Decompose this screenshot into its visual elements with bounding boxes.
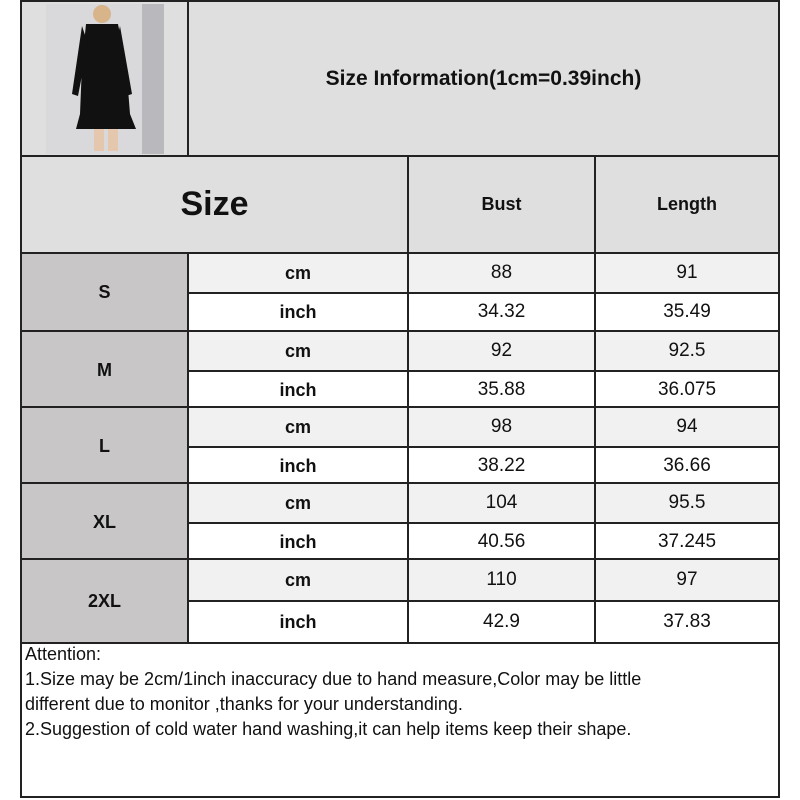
unit-inch-text: inch [279, 455, 317, 476]
unit-cm-text: cm [284, 416, 311, 437]
length-cm: 91 [594, 252, 780, 294]
length-cm-text: 91 [676, 262, 698, 283]
attention-note: Attention: 1.Size may be 2cm/1inch inacc… [20, 640, 780, 798]
unit-inch: inch [187, 370, 409, 410]
length-cm-text: 95.5 [668, 492, 706, 513]
product-image-cell [20, 0, 189, 157]
unit-cm: cm [187, 330, 409, 372]
unit-inch-text: inch [279, 301, 317, 322]
length-cm: 92.5 [594, 330, 780, 372]
bust-cm-text: 98 [490, 416, 513, 437]
length-cm-text: 97 [676, 569, 698, 590]
size-label-m-text: M [97, 359, 112, 380]
length-cm: 97 [594, 558, 780, 602]
bust-cm-text: 104 [485, 492, 518, 513]
size-header: Size [20, 155, 409, 254]
bust-cm-text: 110 [486, 569, 517, 590]
title-text: Size Information(1cm=0.39inch) [325, 66, 642, 90]
size-info-title: Size Information(1cm=0.39inch) [187, 0, 780, 157]
bust-inch: 40.56 [407, 522, 596, 562]
attention-line: 2.Suggestion of cold water hand washing,… [25, 719, 632, 739]
bust-cm: 98 [407, 406, 596, 448]
length-header: Length [594, 155, 780, 254]
unit-cm: cm [187, 558, 409, 602]
bust-cm: 104 [407, 482, 596, 524]
unit-cm-text: cm [284, 569, 311, 590]
length-inch: 36.66 [594, 446, 780, 486]
size-label-m: M [20, 330, 189, 410]
unit-inch: inch [187, 600, 409, 644]
size-label-l-text: L [99, 435, 110, 456]
bust-inch: 42.9 [407, 600, 596, 644]
length-cm-text: 92.5 [668, 340, 706, 361]
length-cm-text: 94 [676, 416, 698, 437]
size-label-l: L [20, 406, 189, 486]
unit-inch-text: inch [279, 379, 317, 400]
length-cm: 94 [594, 406, 780, 448]
size-header-text: Size [180, 185, 249, 223]
size-label-2xl: 2XL [20, 558, 189, 644]
bust-cm-text: 92 [490, 340, 513, 361]
size-label-s-text: S [98, 281, 111, 302]
unit-cm: cm [187, 252, 409, 294]
unit-cm-text: cm [284, 492, 311, 513]
unit-cm-text: cm [284, 340, 311, 361]
length-inch-text: 37.83 [663, 611, 711, 632]
length-inch: 37.245 [594, 522, 780, 562]
length-inch-text: 36.075 [657, 379, 717, 400]
bust-cm: 110 [407, 558, 596, 602]
bust-header: Bust [407, 155, 596, 254]
size-label-xl: XL [20, 482, 189, 562]
bust-inch: 38.22 [407, 446, 596, 486]
length-inch-text: 37.245 [657, 531, 717, 552]
length-inch: 35.49 [594, 292, 780, 332]
bust-inch-text: 38.22 [477, 455, 526, 476]
unit-inch: inch [187, 446, 409, 486]
length-inch: 37.83 [594, 600, 780, 644]
attention-heading: Attention: [25, 644, 102, 664]
size-label-s: S [20, 252, 189, 332]
bust-inch-text: 40.56 [477, 531, 526, 552]
bust-header-text: Bust [481, 194, 522, 214]
length-inch: 36.075 [594, 370, 780, 410]
bust-inch: 34.32 [407, 292, 596, 332]
unit-cm-text: cm [284, 262, 311, 283]
unit-inch: inch [187, 522, 409, 562]
bust-inch: 35.88 [407, 370, 596, 410]
unit-cm: cm [187, 482, 409, 524]
size-label-2xl-text: 2XL [87, 590, 121, 611]
size-label-xl-text: XL [92, 511, 116, 532]
unit-cm: cm [187, 406, 409, 448]
attention-line: different due to monitor ,thanks for you… [25, 694, 463, 714]
unit-inch-text: inch [279, 611, 317, 632]
bust-cm-text: 88 [490, 262, 513, 283]
length-inch-text: 36.66 [663, 455, 711, 476]
bust-inch-text: 42.9 [483, 611, 520, 632]
length-inch-text: 35.49 [663, 301, 711, 322]
unit-inch-text: inch [279, 531, 317, 552]
length-header-text: Length [657, 194, 717, 214]
unit-inch: inch [187, 292, 409, 332]
bust-cm: 88 [407, 252, 596, 294]
dress-photo-icon [45, 3, 164, 154]
bust-inch-text: 34.32 [477, 301, 526, 322]
attention-line: 1.Size may be 2cm/1inch inaccuracy due t… [25, 669, 642, 689]
bust-cm: 92 [407, 330, 596, 372]
length-cm: 95.5 [594, 482, 780, 524]
bust-inch-text: 35.88 [477, 379, 526, 400]
